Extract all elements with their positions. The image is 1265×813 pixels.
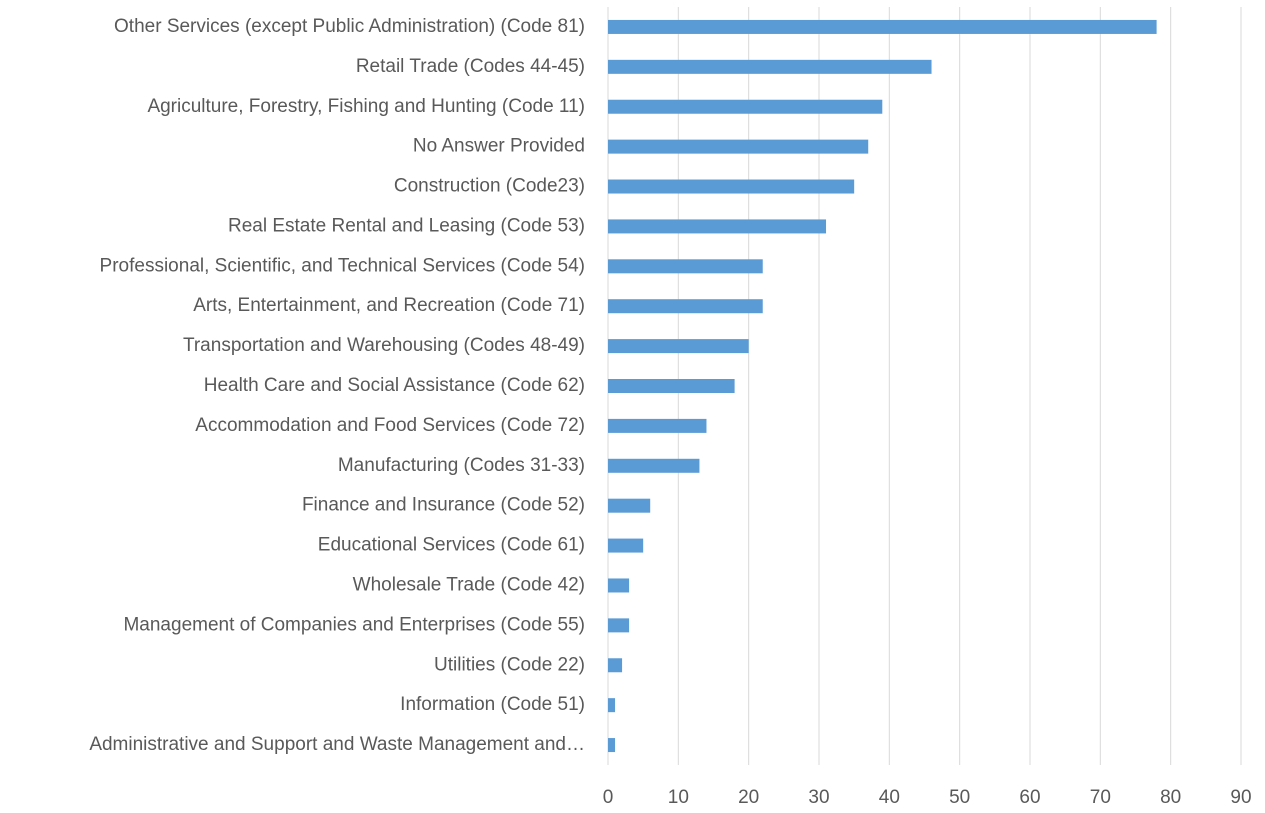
bar	[608, 19, 1157, 34]
bar	[608, 458, 700, 473]
y-tick-label: Agriculture, Forestry, Fishing and Hunti…	[147, 96, 585, 117]
bar	[608, 139, 869, 154]
x-tick-label: 70	[1090, 787, 1111, 808]
y-tick-label: Real Estate Rental and Leasing (Code 53)	[228, 215, 585, 236]
y-tick-label: Finance and Insurance (Code 52)	[302, 495, 585, 516]
bar	[608, 219, 827, 234]
bar	[608, 59, 932, 74]
bar	[608, 698, 616, 713]
bar	[608, 418, 707, 433]
bar	[608, 658, 623, 673]
bar	[608, 299, 763, 314]
bar	[608, 379, 735, 393]
y-tick-label: Arts, Entertainment, and Recreation (Cod…	[193, 295, 585, 316]
bar	[608, 578, 630, 593]
x-tick-label: 90	[1230, 787, 1251, 808]
x-tick-label: 40	[879, 787, 900, 808]
y-tick-label: Construction (Code23)	[394, 176, 585, 197]
x-tick-label: 60	[1019, 787, 1040, 808]
x-tick-label: 10	[668, 787, 689, 808]
x-tick-label: 0	[603, 787, 614, 808]
y-tick-label: Health Care and Social Assistance (Code …	[204, 375, 585, 396]
x-tick-label: 80	[1160, 787, 1181, 808]
y-tick-label: Wholesale Trade (Code 42)	[353, 574, 585, 595]
y-tick-label: Educational Services (Code 61)	[318, 535, 585, 556]
bar	[608, 498, 651, 513]
x-tick-label: 20	[738, 787, 759, 808]
y-tick-label: Information (Code 51)	[400, 694, 585, 715]
y-tick-label: Retail Trade (Codes 44-45)	[356, 56, 585, 77]
bar	[608, 99, 883, 114]
bar	[608, 179, 855, 194]
bar	[608, 538, 644, 553]
y-tick-label: No Answer Provided	[413, 136, 585, 157]
y-tick-label: Other Services (except Public Administra…	[114, 16, 585, 37]
bar	[608, 339, 749, 354]
y-tick-label: Accommodation and Food Services (Code 72…	[195, 415, 585, 436]
bar	[608, 618, 630, 633]
y-tick-label: Management of Companies and Enterprises …	[123, 614, 585, 635]
y-tick-label: Manufacturing (Codes 31-33)	[338, 455, 585, 476]
y-tick-label: Administrative and Support and Waste Man…	[89, 734, 585, 755]
x-tick-label: 30	[808, 787, 829, 808]
x-tick-label: 50	[949, 787, 970, 808]
y-tick-label: Professional, Scientific, and Technical …	[100, 255, 585, 276]
y-tick-label: Utilities (Code 22)	[434, 654, 585, 675]
bar	[608, 738, 616, 753]
bar	[608, 259, 763, 274]
y-tick-label: Transportation and Warehousing (Codes 48…	[183, 335, 585, 356]
